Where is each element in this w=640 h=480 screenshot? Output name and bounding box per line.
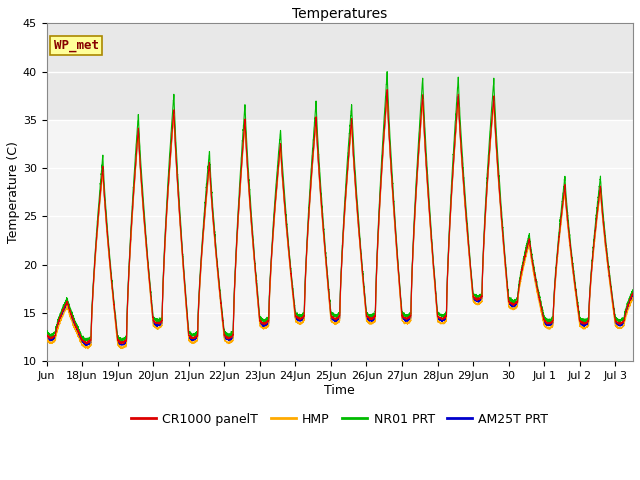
X-axis label: Time: Time	[324, 384, 355, 396]
Title: Temperatures: Temperatures	[292, 7, 387, 21]
Bar	[47, 24, 633, 120]
Bar	[47, 120, 633, 361]
Y-axis label: Temperature (C): Temperature (C)	[7, 141, 20, 243]
Legend: CR1000 panelT, HMP, NR01 PRT, AM25T PRT: CR1000 panelT, HMP, NR01 PRT, AM25T PRT	[126, 408, 554, 431]
Text: WP_met: WP_met	[54, 39, 99, 52]
